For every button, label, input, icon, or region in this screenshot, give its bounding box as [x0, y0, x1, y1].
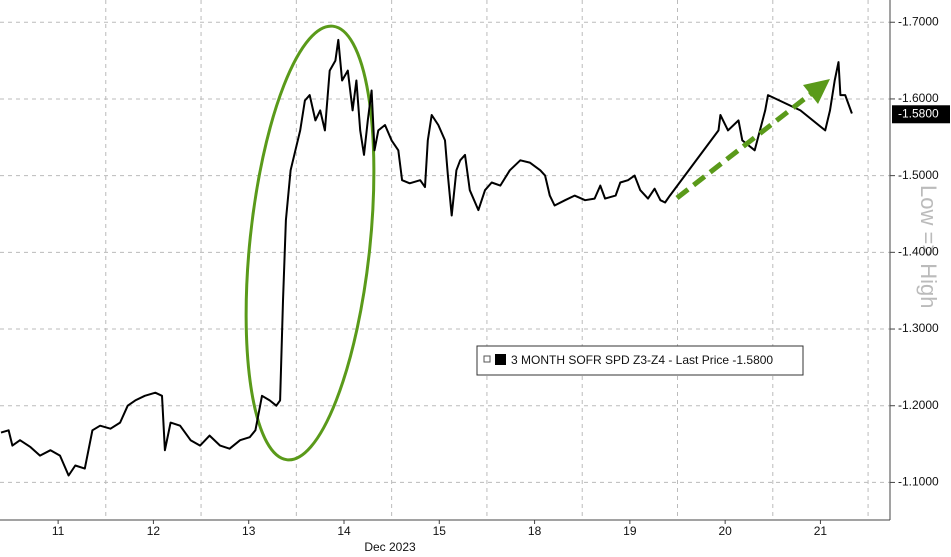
trend-arrow [675, 91, 814, 200]
x-tick-label: 12 [147, 524, 161, 538]
y-tick-label: -1.2000 [898, 398, 939, 412]
x-tick-label: 18 [528, 524, 542, 538]
x-tick-label: 21 [814, 524, 828, 538]
highlight-ellipse [244, 24, 376, 462]
x-tick-label: 20 [718, 524, 732, 538]
legend-box [476, 345, 804, 376]
legend-toggle [483, 355, 491, 363]
legend-label: 3 MONTH SOFR SPD Z3-Z4 - Last Price -1.5… [511, 353, 773, 367]
x-axis-label: Dec 2023 [364, 540, 416, 554]
y-tick-label: -1.7000 [898, 14, 939, 28]
y-tick-label: -1.3000 [898, 321, 939, 335]
legend-swatch [495, 354, 506, 365]
x-tick-label: 15 [433, 524, 447, 538]
last-price-label: -1.5800 [898, 106, 939, 120]
price-line [0, 38, 853, 477]
plot [0, 38, 853, 477]
last-price-tag [892, 105, 950, 124]
x-tick-label: 13 [242, 524, 256, 538]
x-tick-label: 14 [337, 524, 351, 538]
trend-arrow-head [803, 79, 830, 104]
grid [0, 0, 890, 520]
y-tick-label: -1.4000 [898, 245, 939, 259]
legend: 3 MONTH SOFR SPD Z3-Z4 - Last Price -1.5… [476, 345, 804, 376]
legend-last-price: -1.5800 [732, 353, 773, 367]
x-tick-label: 19 [623, 524, 637, 538]
y-axis-label: Low => High [916, 185, 941, 309]
x-tick-label: 11 [52, 524, 65, 538]
legend-series-name: 3 MONTH SOFR SPD Z3-Z4 - Last Price [511, 353, 729, 367]
y-tick-label: -1.5000 [898, 168, 939, 182]
y-tick-label: -1.1000 [898, 475, 939, 489]
y-tick-label: -1.6000 [898, 91, 939, 105]
